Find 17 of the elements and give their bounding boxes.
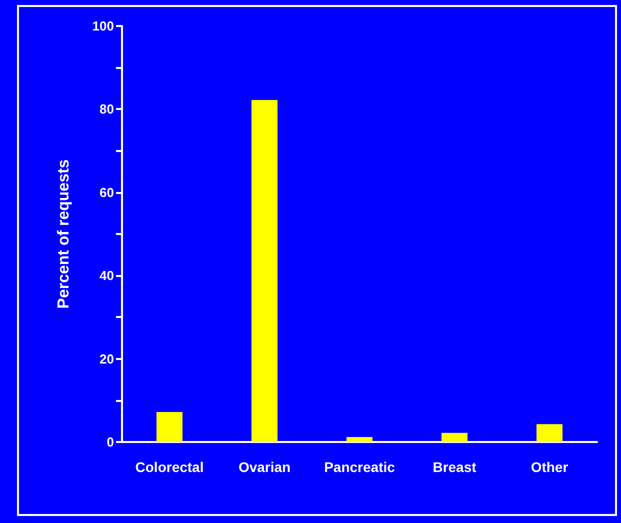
x-tick-label: Ovarian [238, 459, 291, 475]
bar [156, 412, 182, 442]
bar [536, 424, 562, 442]
y-tick-label: 60 [100, 184, 114, 200]
y-tick-label: 100 [92, 18, 114, 34]
x-tick-label: Breast [432, 459, 477, 475]
y-tick-label: 40 [100, 268, 114, 284]
x-tick-label: Colorectal [135, 459, 204, 475]
y-tick-label: 20 [100, 351, 114, 366]
y-axis-title: Percent of requests [56, 159, 72, 309]
bar [252, 100, 278, 442]
y-tick-label: 80 [100, 102, 114, 117]
bar [442, 432, 468, 442]
x-tick-label: Other [530, 459, 569, 475]
bar [346, 437, 372, 442]
y-tick-label: 0 [106, 434, 114, 450]
x-tick-label: Pancreatic [324, 459, 396, 475]
